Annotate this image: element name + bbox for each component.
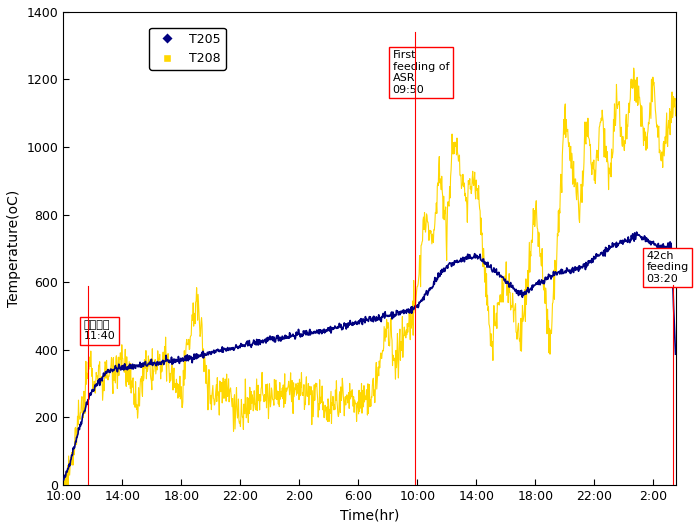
Text: 예열시작
11:40: 예열시작 11:40 bbox=[83, 320, 115, 341]
Text: First
feeding of
ASR
09:50: First feeding of ASR 09:50 bbox=[393, 50, 449, 95]
X-axis label: Time(hr): Time(hr) bbox=[340, 508, 399, 522]
Y-axis label: Temperature(oC): Temperature(oC) bbox=[7, 190, 21, 307]
Legend: T205, T208: T205, T208 bbox=[149, 28, 226, 70]
Text: 42ch
feeding
03:20: 42ch feeding 03:20 bbox=[647, 251, 689, 284]
